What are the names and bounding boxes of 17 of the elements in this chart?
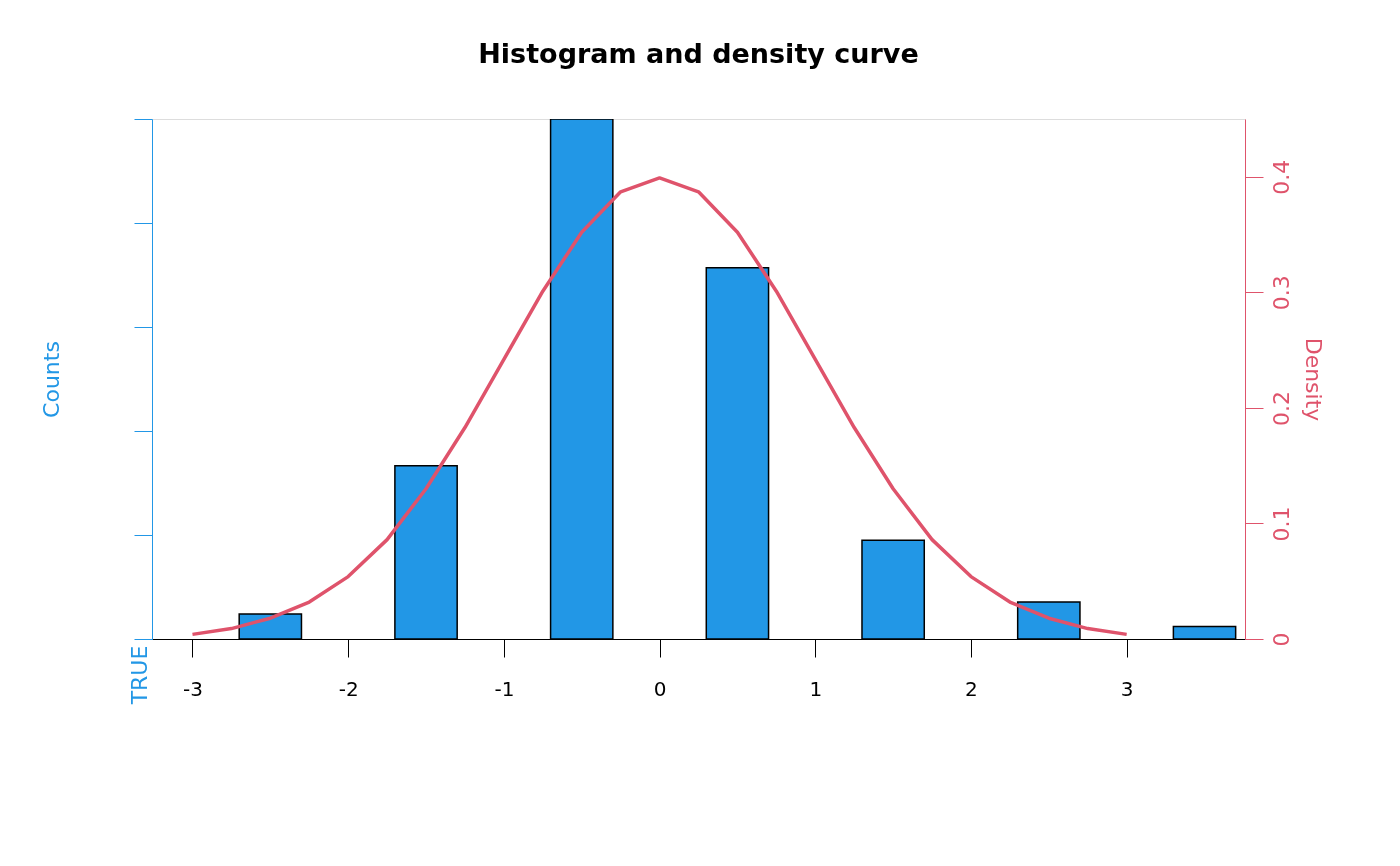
text: TRUE <box>127 645 152 706</box>
x-tick-label: -2 <box>338 676 359 701</box>
y2-tick-label: 0.1 <box>1268 506 1294 542</box>
y-axis-title: Counts <box>39 341 64 418</box>
x-tick-label: 0 <box>653 676 667 701</box>
line-series <box>190 176 1129 637</box>
y2-tick-label: 0.2 <box>1268 390 1294 426</box>
y2-tick-label: 0.3 <box>1268 275 1294 311</box>
x-tick-label: 2 <box>965 676 978 701</box>
x-tick-label: -3 <box>183 676 203 701</box>
y2-tick-label: 0.4 <box>1268 159 1294 195</box>
y2-tick-label: 0 <box>1268 632 1294 647</box>
y2-axis-title: Density <box>1300 337 1326 422</box>
x-tick-label: -1 <box>494 676 515 701</box>
chart-title: Histogram and density curve <box>478 37 919 69</box>
x-tick-label: 1 <box>809 676 823 701</box>
x-tick-label: 3 <box>1120 676 1134 701</box>
